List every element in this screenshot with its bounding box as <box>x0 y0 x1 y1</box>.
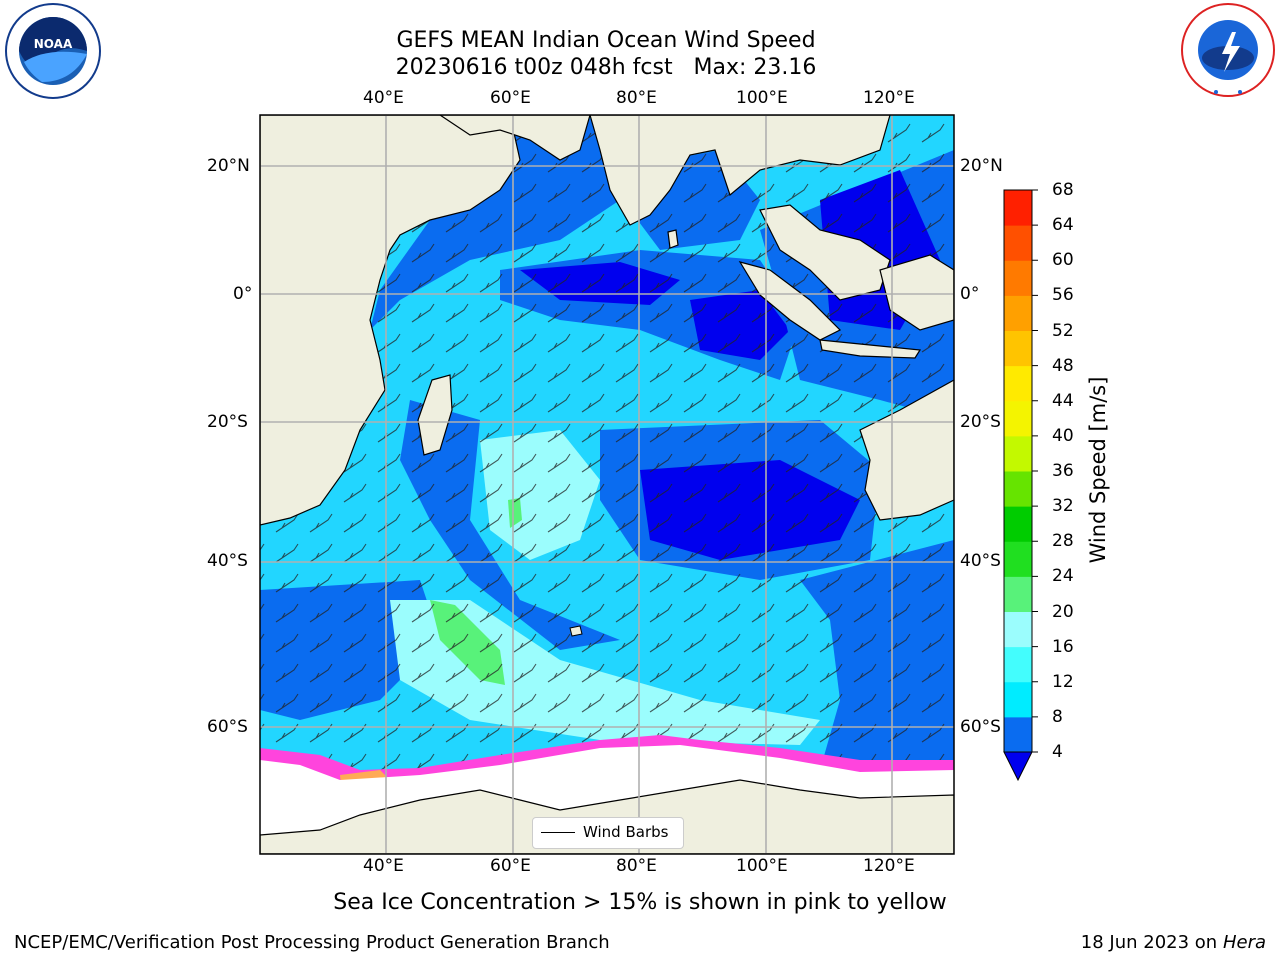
colorbar-segment <box>1004 225 1032 261</box>
map-subtitle: 20230616 t00z 048h fcst Max: 23.16 <box>395 55 817 80</box>
lat-label-left: 0° <box>233 284 253 304</box>
noaa-logo: NOAA <box>5 3 101 99</box>
lat-label-left: 40°S <box>207 551 248 571</box>
colorbar-tick-label: 44 <box>1052 390 1074 411</box>
lon-label-top: 80°E <box>616 88 657 108</box>
lat-label-left: 20°N <box>207 156 250 176</box>
colorbar-segment <box>1004 576 1032 612</box>
colorbar-tick-label: 52 <box>1052 320 1074 341</box>
land-madagascar <box>417 374 453 456</box>
map-legend: Wind Barbs <box>532 817 684 849</box>
colorbar-segment <box>1004 506 1032 542</box>
lat-label-right: 20°N <box>960 156 1003 176</box>
sea-ice-note: Sea Ice Concentration > 15% is shown in … <box>333 890 947 915</box>
lat-label-left: 20°S <box>207 412 248 432</box>
colorbar-segment <box>1004 400 1032 437</box>
date-text: 18 Jun 2023 on Hera <box>1081 932 1266 953</box>
land-java <box>819 339 922 359</box>
colorbar-segment <box>1004 646 1032 683</box>
lat-label-right: 40°S <box>960 551 1001 571</box>
colorbar-segment <box>1004 330 1032 367</box>
map-area <box>260 115 954 854</box>
lon-label-top: 120°E <box>863 88 915 108</box>
colorbar-tick-label: 20 <box>1052 601 1074 622</box>
colorbar-segment <box>1004 716 1032 753</box>
colorbar-tick-label: 32 <box>1052 496 1074 517</box>
colorbar-tick-label: 16 <box>1052 636 1074 657</box>
colorbar-segment <box>1004 681 1032 718</box>
colorbar-tick-label: 4 <box>1052 742 1063 762</box>
colorbar-tick-label: 36 <box>1052 461 1074 481</box>
colorbar-tick-label: 28 <box>1052 531 1074 552</box>
land-arabia-gulf <box>438 115 591 161</box>
lon-label-top: 40°E <box>363 88 404 108</box>
lon-label-bottom: 40°E <box>363 856 404 876</box>
land-sri-lanka <box>667 229 679 249</box>
map-frame <box>259 114 955 855</box>
machine-name: Hera <box>1222 932 1266 953</box>
colorbar-tick-label: 40 <box>1052 425 1074 446</box>
colorbar-segment <box>1004 611 1032 648</box>
lon-label-bottom: 120°E <box>863 856 915 876</box>
colorbar-segment <box>1004 541 1032 577</box>
land-india <box>589 115 891 226</box>
svg-text:NOAA: NOAA <box>34 37 73 51</box>
lat-label-right: 20°S <box>960 412 1001 432</box>
lon-label-top: 100°E <box>736 88 788 108</box>
land-australia <box>859 379 954 521</box>
colorbar <box>1003 189 1038 753</box>
colorbar-tick-label: 48 <box>1052 355 1074 376</box>
lat-label-right: 60°S <box>960 717 1001 737</box>
land-kerguelen <box>569 625 583 637</box>
land-borneo <box>879 254 954 331</box>
lat-label-left: 60°S <box>207 717 248 737</box>
colorbar-tick-label: 24 <box>1052 566 1074 587</box>
colorbar-under-arrow <box>1003 751 1033 782</box>
legend-label: Wind Barbs <box>583 823 669 841</box>
nws-logo <box>1181 3 1275 97</box>
lon-label-bottom: 100°E <box>736 856 788 876</box>
colorbar-segment <box>1004 435 1032 472</box>
colorbar-tick-label: 60 <box>1052 250 1074 271</box>
land-sumatra <box>738 261 842 341</box>
colorbar-segment <box>1004 295 1032 331</box>
colorbar-tick-label: 8 <box>1052 706 1063 727</box>
colorbar-tick-label: 56 <box>1052 285 1074 306</box>
colorbar-title: Wind Speed [m/s] <box>1086 376 1110 564</box>
wind-barb-legend-icon <box>541 832 575 833</box>
lon-label-bottom: 80°E <box>616 856 657 876</box>
colorbar-tick-label: 64 <box>1052 215 1074 236</box>
credit-text: NCEP/EMC/Verification Post Processing Pr… <box>14 932 610 953</box>
date-value: 18 Jun 2023 on <box>1080 932 1218 953</box>
map-title: GEFS MEAN Indian Ocean Wind Speed <box>396 28 816 53</box>
colorbar-segment <box>1004 365 1032 402</box>
lat-label-right: 0° <box>960 284 980 304</box>
colorbar-segment <box>1004 190 1032 226</box>
colorbar-segment <box>1004 471 1032 507</box>
colorbar-tick-label: 68 <box>1052 180 1074 200</box>
colorbar-tick-label: 12 <box>1052 671 1074 692</box>
lon-label-top: 60°E <box>490 88 531 108</box>
colorbar-segment <box>1004 260 1032 296</box>
lon-label-bottom: 60°E <box>490 856 531 876</box>
gridlines <box>260 115 954 854</box>
